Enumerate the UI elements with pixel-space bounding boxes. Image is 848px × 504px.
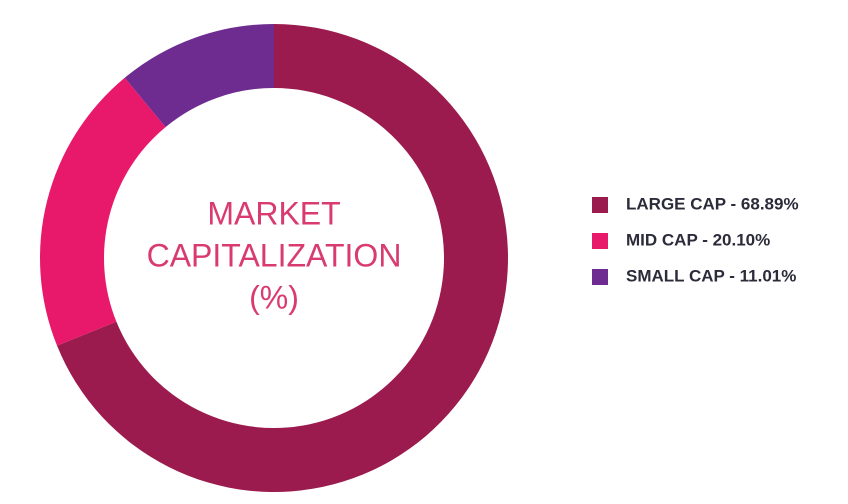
center-title: CAPITALIZATION <box>147 237 402 273</box>
donut-slice <box>39 77 166 346</box>
legend-swatch <box>592 197 608 213</box>
legend-swatch <box>592 233 608 249</box>
donut-slice <box>124 24 275 128</box>
legend-label: MID CAP - 20.10% <box>626 230 770 249</box>
legend-label: SMALL CAP - 11.01% <box>626 266 796 285</box>
center-title: (%) <box>249 279 299 315</box>
legend-swatch <box>592 269 608 285</box>
center-title: MARKET <box>207 195 340 231</box>
legend-label: LARGE CAP - 68.89% <box>626 194 799 213</box>
